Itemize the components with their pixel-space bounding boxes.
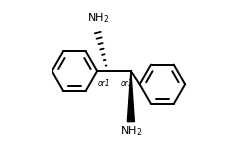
- Text: or1: or1: [98, 79, 110, 88]
- Text: or1: or1: [121, 79, 134, 88]
- Text: NH$_2$: NH$_2$: [120, 124, 143, 138]
- Text: NH$_2$: NH$_2$: [86, 11, 109, 25]
- Polygon shape: [127, 71, 134, 122]
